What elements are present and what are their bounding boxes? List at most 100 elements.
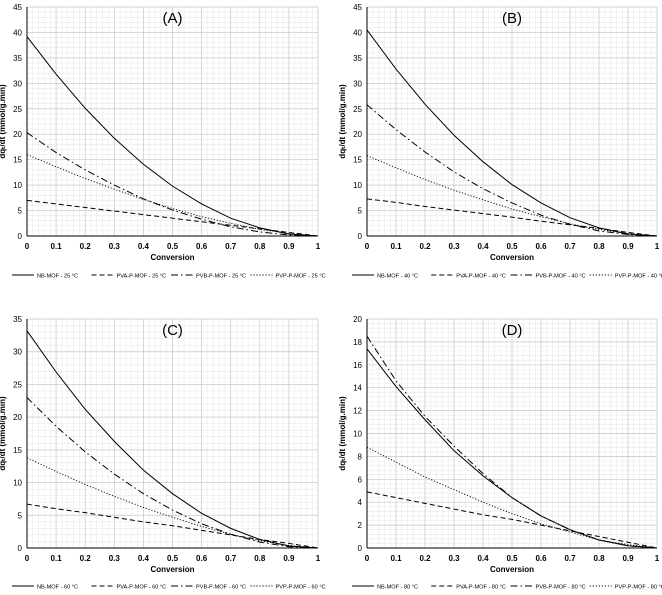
- x-tick-label: 0.2: [419, 242, 431, 251]
- x-tick-label: 0.3: [448, 554, 460, 563]
- x-tick-label: 0.8: [593, 554, 605, 563]
- y-tick-label: 10: [353, 181, 362, 190]
- x-tick-label: 0.2: [419, 554, 431, 563]
- legend-label: PVB-P-MOF - 40 °C: [536, 274, 586, 280]
- y-tick-label: 10: [13, 181, 22, 190]
- x-tick-label: 0: [365, 554, 370, 563]
- x-tick-label: 0.4: [138, 242, 150, 251]
- y-tick-label: 5: [18, 207, 23, 216]
- x-tick-label: 0.6: [535, 242, 547, 251]
- legend-label: PVB-P-MOF - 80 °C: [536, 585, 586, 591]
- x-tick-label: 0.6: [196, 242, 208, 251]
- series-line-2: [26, 503, 319, 549]
- x-tick-label: 0.9: [622, 242, 634, 251]
- x-tick-label: 0.8: [254, 554, 266, 563]
- y-tick-label: 20: [353, 130, 362, 139]
- x-tick-label: 0.4: [477, 554, 489, 563]
- y-tick-label: 0: [358, 232, 363, 241]
- y-tick-label: 35: [353, 54, 362, 63]
- x-tick-label: 0.5: [167, 242, 179, 251]
- x-tick-label: 0: [365, 242, 370, 251]
- series-line-2: [366, 198, 658, 237]
- x-tick-label: 0.5: [167, 554, 179, 563]
- x-tick-label: 1: [655, 242, 660, 251]
- x-axis-label: Conversion: [490, 565, 534, 574]
- y-tick-label: 5: [358, 207, 363, 216]
- y-tick-label: 12: [353, 407, 362, 416]
- chart-panel-b: 0 0.1 0.2 0.3 0.4 0.5 0.6 0.7 0.8 0.9 105101520253…: [338, 3, 662, 280]
- x-tick-label: 1: [316, 242, 321, 251]
- chart-panel-d: 0 0.1 0.2 0.3 0.4 0.5 0.6 0.7 0.8 0.9 102468101214…: [338, 315, 662, 591]
- y-tick-label: 40: [353, 28, 362, 37]
- y-tick-label: 45: [353, 3, 362, 12]
- x-tick-label: 1: [316, 554, 321, 563]
- x-tick-label: 0.9: [283, 242, 295, 251]
- y-tick-label: 0: [358, 544, 363, 553]
- legend: NB-MOF - 80 °C PVA-P-MOF - 80 °C PVB-P-MOF…: [352, 585, 662, 591]
- x-tick-label: 1: [655, 554, 660, 563]
- x-tick-label: 0.4: [138, 554, 150, 563]
- x-tick-label: 0.4: [477, 242, 489, 251]
- y-axis-label: dqₜ/dt (mmol/g.min): [0, 396, 7, 471]
- legend-label: PVA-P-MOF - 60 °C: [117, 585, 167, 591]
- y-tick-label: 2: [358, 521, 363, 530]
- series-line-3: [366, 335, 658, 549]
- chart-panel-c: 0 0.1 0.2 0.3 0.4 0.5 0.6 0.7 0.8 0.9 105101520253…: [0, 315, 326, 591]
- legend-label: PVP-P-MOF - 80 °C: [615, 585, 662, 591]
- series-line-3: [26, 132, 319, 237]
- y-tick-label: 45: [13, 3, 22, 12]
- x-tick-label: 0.7: [564, 554, 576, 563]
- legend-label: NB-MOF - 60 °C: [37, 585, 78, 591]
- y-tick-label: 4: [358, 498, 363, 507]
- y-tick-label: 15: [353, 156, 362, 165]
- x-tick-label: 0.7: [564, 242, 576, 251]
- x-tick-label: 0.1: [51, 242, 63, 251]
- y-tick-label: 8: [358, 452, 363, 461]
- legend-label: PVA-P-MOF - 25 °C: [117, 274, 167, 280]
- x-tick-label: 0.8: [254, 242, 266, 251]
- x-tick-label: 0.9: [283, 554, 295, 563]
- series-line-2: [26, 199, 319, 237]
- y-tick-label: 15: [13, 446, 22, 455]
- x-tick-label: 0.5: [506, 242, 518, 251]
- y-tick-label: 16: [353, 361, 362, 370]
- y-tick-label: 20: [13, 130, 22, 139]
- grid: [26, 318, 319, 549]
- y-tick-label: 20: [353, 315, 362, 324]
- series-line-4: [366, 446, 658, 549]
- x-tick-label: 0.2: [80, 242, 92, 251]
- y-tick-label: 25: [353, 105, 362, 114]
- y-tick-label: 0: [18, 544, 23, 553]
- legend-label: PVP-P-MOF - 25 °C: [276, 274, 326, 280]
- y-tick-label: 30: [353, 79, 362, 88]
- y-tick-label: 20: [13, 413, 22, 422]
- x-tick-label: 0.3: [109, 554, 121, 563]
- legend-label: NB-MOF - 25 °C: [37, 274, 78, 280]
- x-tick-label: 0.5: [506, 554, 518, 563]
- y-tick-label: 10: [13, 479, 22, 488]
- y-tick-label: 30: [13, 348, 22, 357]
- legend-label: PVP-P-MOF - 40 °C: [615, 274, 662, 280]
- x-tick-label: 0.1: [51, 554, 63, 563]
- chart-panel-a: 0 0.1 0.2 0.3 0.4 0.5 0.6 0.7 0.8 0.9 105101520253…: [0, 3, 326, 280]
- x-tick-label: 0.6: [535, 554, 547, 563]
- x-tick-label: 0: [25, 554, 30, 563]
- y-tick-label: 25: [13, 105, 22, 114]
- x-axis-label: Conversion: [490, 253, 534, 262]
- y-axis-label: dqₜ/dt (mmol/g.min): [338, 396, 347, 471]
- y-tick-label: 10: [353, 430, 362, 439]
- panel-title: (B): [502, 10, 522, 27]
- grid: [366, 6, 658, 237]
- x-tick-label: 0.3: [448, 242, 460, 251]
- x-tick-label: 0.1: [390, 242, 402, 251]
- series-line-1: [26, 330, 319, 549]
- y-tick-label: 35: [13, 54, 22, 63]
- x-tick-label: 0.3: [109, 242, 121, 251]
- y-tick-label: 25: [13, 380, 22, 389]
- series-line-3: [366, 104, 658, 237]
- grid: [26, 6, 319, 237]
- legend-label: PVB-P-MOF - 25 °C: [196, 274, 246, 280]
- x-tick-label: 0.2: [80, 554, 92, 563]
- legend: NB-MOF - 60 °C PVA-P-MOF - 60 °C PVB-P-MOF…: [12, 585, 326, 591]
- x-tick-label: 0.7: [225, 554, 237, 563]
